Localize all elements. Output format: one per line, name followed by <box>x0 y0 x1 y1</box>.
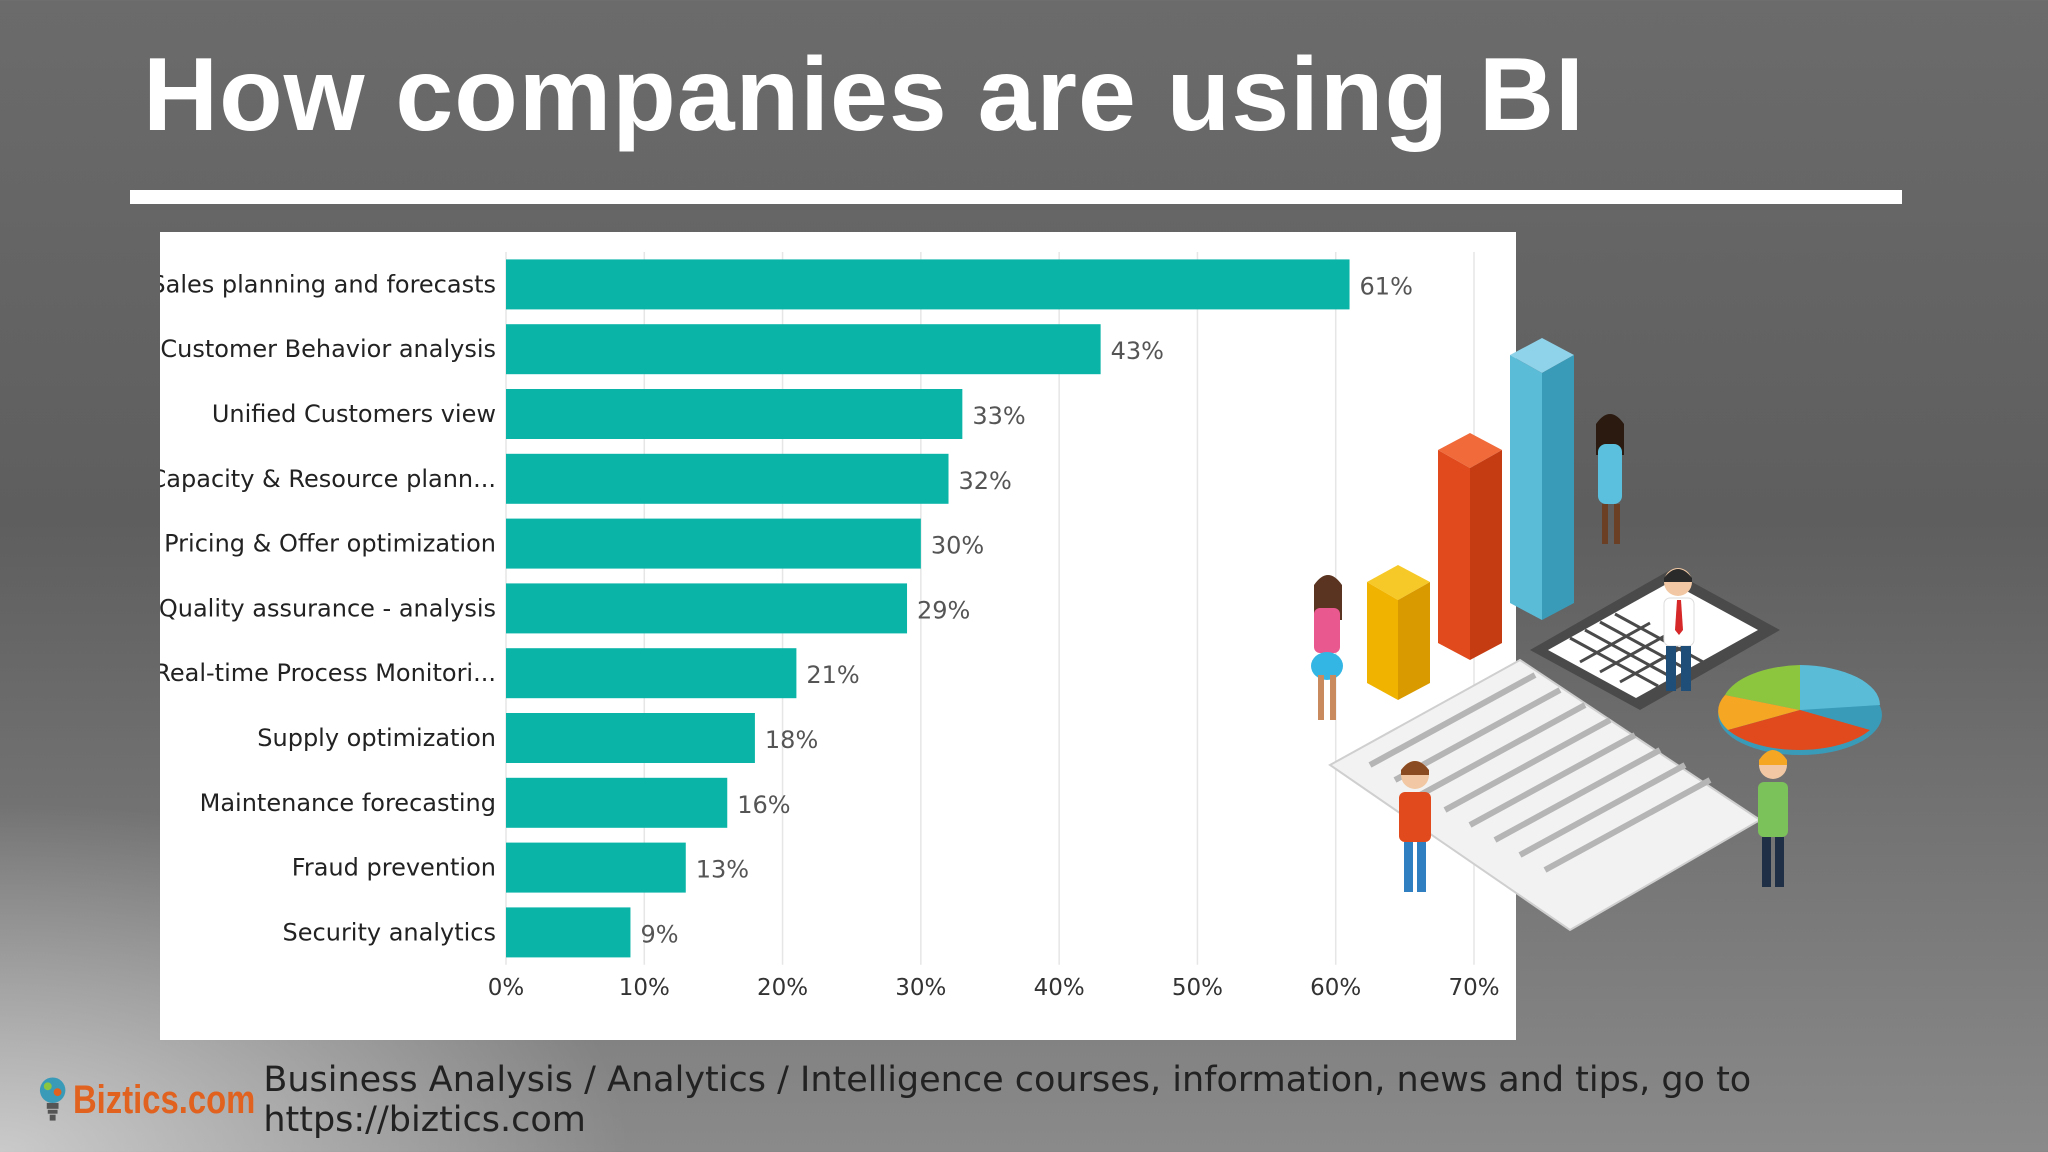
person-man-green <box>1758 750 1788 887</box>
chart-bar <box>506 907 631 958</box>
chart-bar <box>506 842 686 893</box>
x-tick-label: 20% <box>757 975 808 1001</box>
pie-chart-shape <box>1718 665 1882 755</box>
value-label: 18% <box>765 726 818 754</box>
value-label: 13% <box>696 856 749 884</box>
chart-bar <box>506 583 908 634</box>
person-man-tie <box>1663 568 1695 691</box>
category-label: Real-time Process Monitori... <box>160 659 496 687</box>
calculator-shape <box>1530 570 1780 710</box>
footer-text: Business Analysis / Analytics / Intellig… <box>263 1060 1752 1140</box>
x-tick-label: 50% <box>1172 975 1223 1001</box>
value-label: 21% <box>806 661 859 689</box>
person-woman-top <box>1596 414 1624 544</box>
document-shape <box>1328 658 1762 932</box>
person-woman-left <box>1311 575 1343 720</box>
chart-bar <box>506 713 755 763</box>
category-label: Sales planning and forecasts <box>160 270 496 298</box>
value-label: 61% <box>1360 272 1413 300</box>
category-label: Quality assurance - analysis <box>160 594 496 622</box>
red-bar-shape <box>1438 433 1502 660</box>
x-tick-label: 40% <box>1034 975 1085 1001</box>
category-label: Pricing & Offer optimization <box>164 530 496 558</box>
value-label: 16% <box>737 791 790 819</box>
category-label: Capacity & Resource plann... <box>160 465 496 493</box>
category-label: Security analytics <box>283 918 496 946</box>
watermark-text: Biztics.com <box>2043 0 2048 560</box>
category-label: Supply optimization <box>257 724 496 752</box>
category-label: Fraud prevention <box>292 854 496 882</box>
chart-bar <box>506 777 728 828</box>
value-label: 43% <box>1111 337 1164 365</box>
x-tick-label: 70% <box>1448 975 1499 1001</box>
chart-bar <box>506 259 1350 310</box>
value-label: 33% <box>972 402 1025 430</box>
yellow-bar-shape <box>1367 565 1430 700</box>
chart-bar <box>506 324 1101 375</box>
bar-chart: 0% 10% 20% 30% 40% 50% 60% 70% Sales planning an… <box>160 252 1500 1001</box>
lightbulb-logo-icon <box>39 1077 66 1121</box>
chart-bar <box>506 518 921 569</box>
category-label: Unified Customers view <box>212 400 496 428</box>
category-label: Customer Behavior analysis <box>160 335 496 363</box>
value-label: 32% <box>959 467 1012 495</box>
x-tick-label: 60% <box>1310 975 1361 1001</box>
business-people-illustration <box>1311 338 1882 932</box>
value-label: 30% <box>931 532 984 560</box>
blue-bar-shape <box>1510 338 1574 620</box>
title-divider <box>130 190 1902 204</box>
x-tick-label: 0% <box>488 975 525 1001</box>
person-boy-backpack <box>1399 761 1431 892</box>
category-label: Maintenance forecasting <box>200 789 496 817</box>
chart-bar <box>506 453 949 504</box>
value-label: 29% <box>917 596 970 624</box>
value-label: 9% <box>640 920 678 948</box>
chart-bar <box>506 648 797 699</box>
chart-bar <box>506 389 963 439</box>
logo-text: Biztics.com <box>73 1077 256 1122</box>
x-tick-label: 10% <box>619 975 670 1001</box>
footer: Biztics.com Business Analysis / Analytic… <box>36 1060 2048 1140</box>
slide-title: How companies are using BI <box>143 37 1585 153</box>
x-tick-label: 30% <box>895 975 946 1001</box>
bar-chart-panel: 0% 10% 20% 30% 40% 50% 60% 70% Sales planning an… <box>160 232 1516 1040</box>
